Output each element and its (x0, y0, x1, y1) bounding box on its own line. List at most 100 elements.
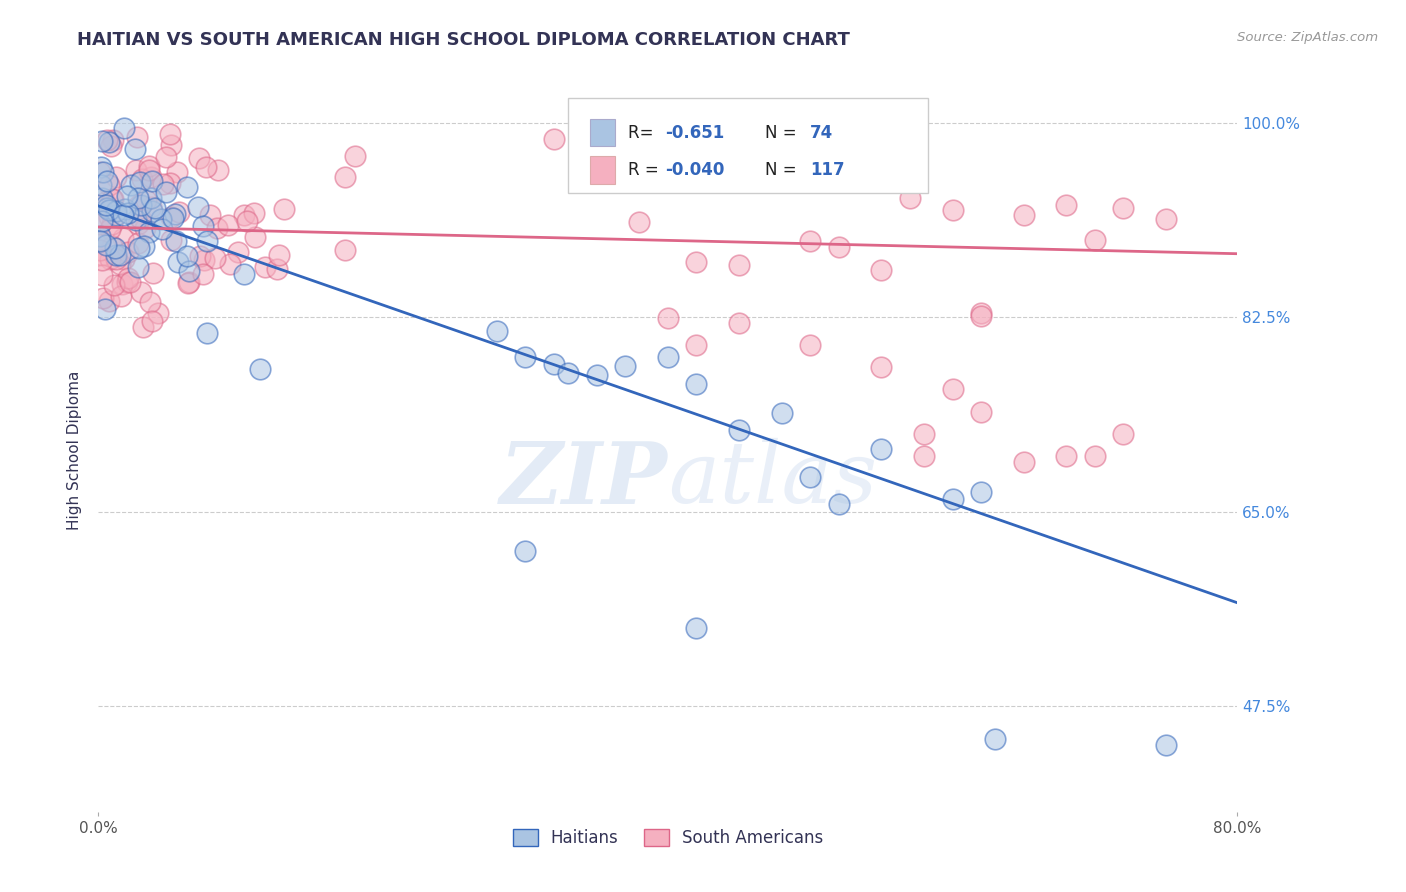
Point (1154, 212, 1177, 227)
Point (799, 338, 821, 352)
Point (111, 277, 134, 292)
Point (127, 129, 149, 144)
Point (98, 202, 121, 217)
Point (1012, 454, 1035, 468)
Point (177, 276, 200, 290)
Point (235, 214, 257, 228)
Point (128, 211, 150, 225)
Point (205, 220, 228, 235)
Point (685, 621, 707, 635)
Point (1084, 233, 1107, 247)
Point (728, 316, 751, 330)
Point (685, 338, 707, 352)
Point (266, 262, 288, 277)
Point (197, 235, 219, 249)
Point (89, 235, 111, 249)
Point (103, 192, 125, 206)
Point (942, 202, 965, 217)
Point (685, 255, 707, 269)
Point (112, 208, 135, 222)
Point (970, 404, 993, 418)
Point (104, 203, 127, 218)
Point (90, 268, 112, 282)
Point (89, 244, 111, 258)
Point (104, 241, 127, 255)
Point (124, 163, 146, 178)
Point (176, 180, 198, 194)
Point (770, 174, 793, 188)
Point (195, 160, 218, 174)
Point (685, 376, 707, 391)
Point (179, 263, 201, 277)
Point (132, 239, 155, 253)
Point (870, 360, 893, 375)
Point (155, 151, 177, 165)
Point (96, 237, 118, 252)
Point (188, 151, 211, 165)
Point (128, 198, 150, 212)
Point (131, 319, 153, 334)
FancyBboxPatch shape (591, 119, 616, 146)
Point (100, 139, 122, 153)
Point (139, 201, 162, 215)
Point (127, 260, 149, 274)
Point (110, 288, 132, 302)
Point (138, 163, 160, 178)
Point (333, 243, 356, 257)
Point (232, 267, 254, 281)
Point (159, 176, 181, 190)
Point (543, 132, 565, 146)
Point (110, 248, 132, 262)
Point (89, 229, 111, 244)
Point (207, 163, 229, 178)
Legend: Haitians, South Americans: Haitians, South Americans (506, 822, 830, 854)
Point (160, 210, 183, 224)
Point (114, 202, 136, 216)
Point (117, 245, 139, 260)
Point (870, 262, 893, 277)
Point (89, 234, 111, 248)
Point (898, 191, 921, 205)
Point (187, 201, 209, 215)
Point (90, 214, 112, 228)
Point (131, 285, 153, 300)
Point (129, 198, 152, 212)
Point (98, 135, 121, 149)
Point (167, 254, 190, 268)
Point (93, 302, 115, 317)
Point (135, 194, 157, 208)
Point (515, 543, 537, 558)
Text: R =: R = (628, 161, 664, 179)
Point (98, 221, 121, 235)
Point (100, 192, 122, 206)
Point (273, 202, 295, 216)
Point (585, 368, 607, 383)
Point (104, 252, 127, 266)
Point (177, 275, 200, 289)
Point (141, 314, 163, 328)
Point (169, 205, 191, 219)
Point (770, 406, 793, 420)
Point (1012, 209, 1035, 223)
Point (152, 178, 174, 192)
Point (799, 470, 821, 484)
Point (195, 326, 218, 340)
Y-axis label: High School Diploma: High School Diploma (67, 371, 83, 530)
Point (142, 266, 165, 280)
Point (105, 208, 128, 222)
Point (1154, 738, 1177, 752)
Point (129, 175, 152, 189)
Point (89, 165, 111, 179)
Point (218, 218, 240, 232)
Point (96, 201, 118, 215)
Point (912, 449, 935, 463)
Point (100, 252, 122, 266)
Point (138, 225, 160, 239)
Point (108, 257, 131, 271)
Point (193, 253, 215, 268)
Point (828, 239, 851, 253)
Point (97, 294, 120, 309)
Point (226, 244, 249, 259)
Point (191, 219, 214, 233)
Point (249, 362, 271, 376)
